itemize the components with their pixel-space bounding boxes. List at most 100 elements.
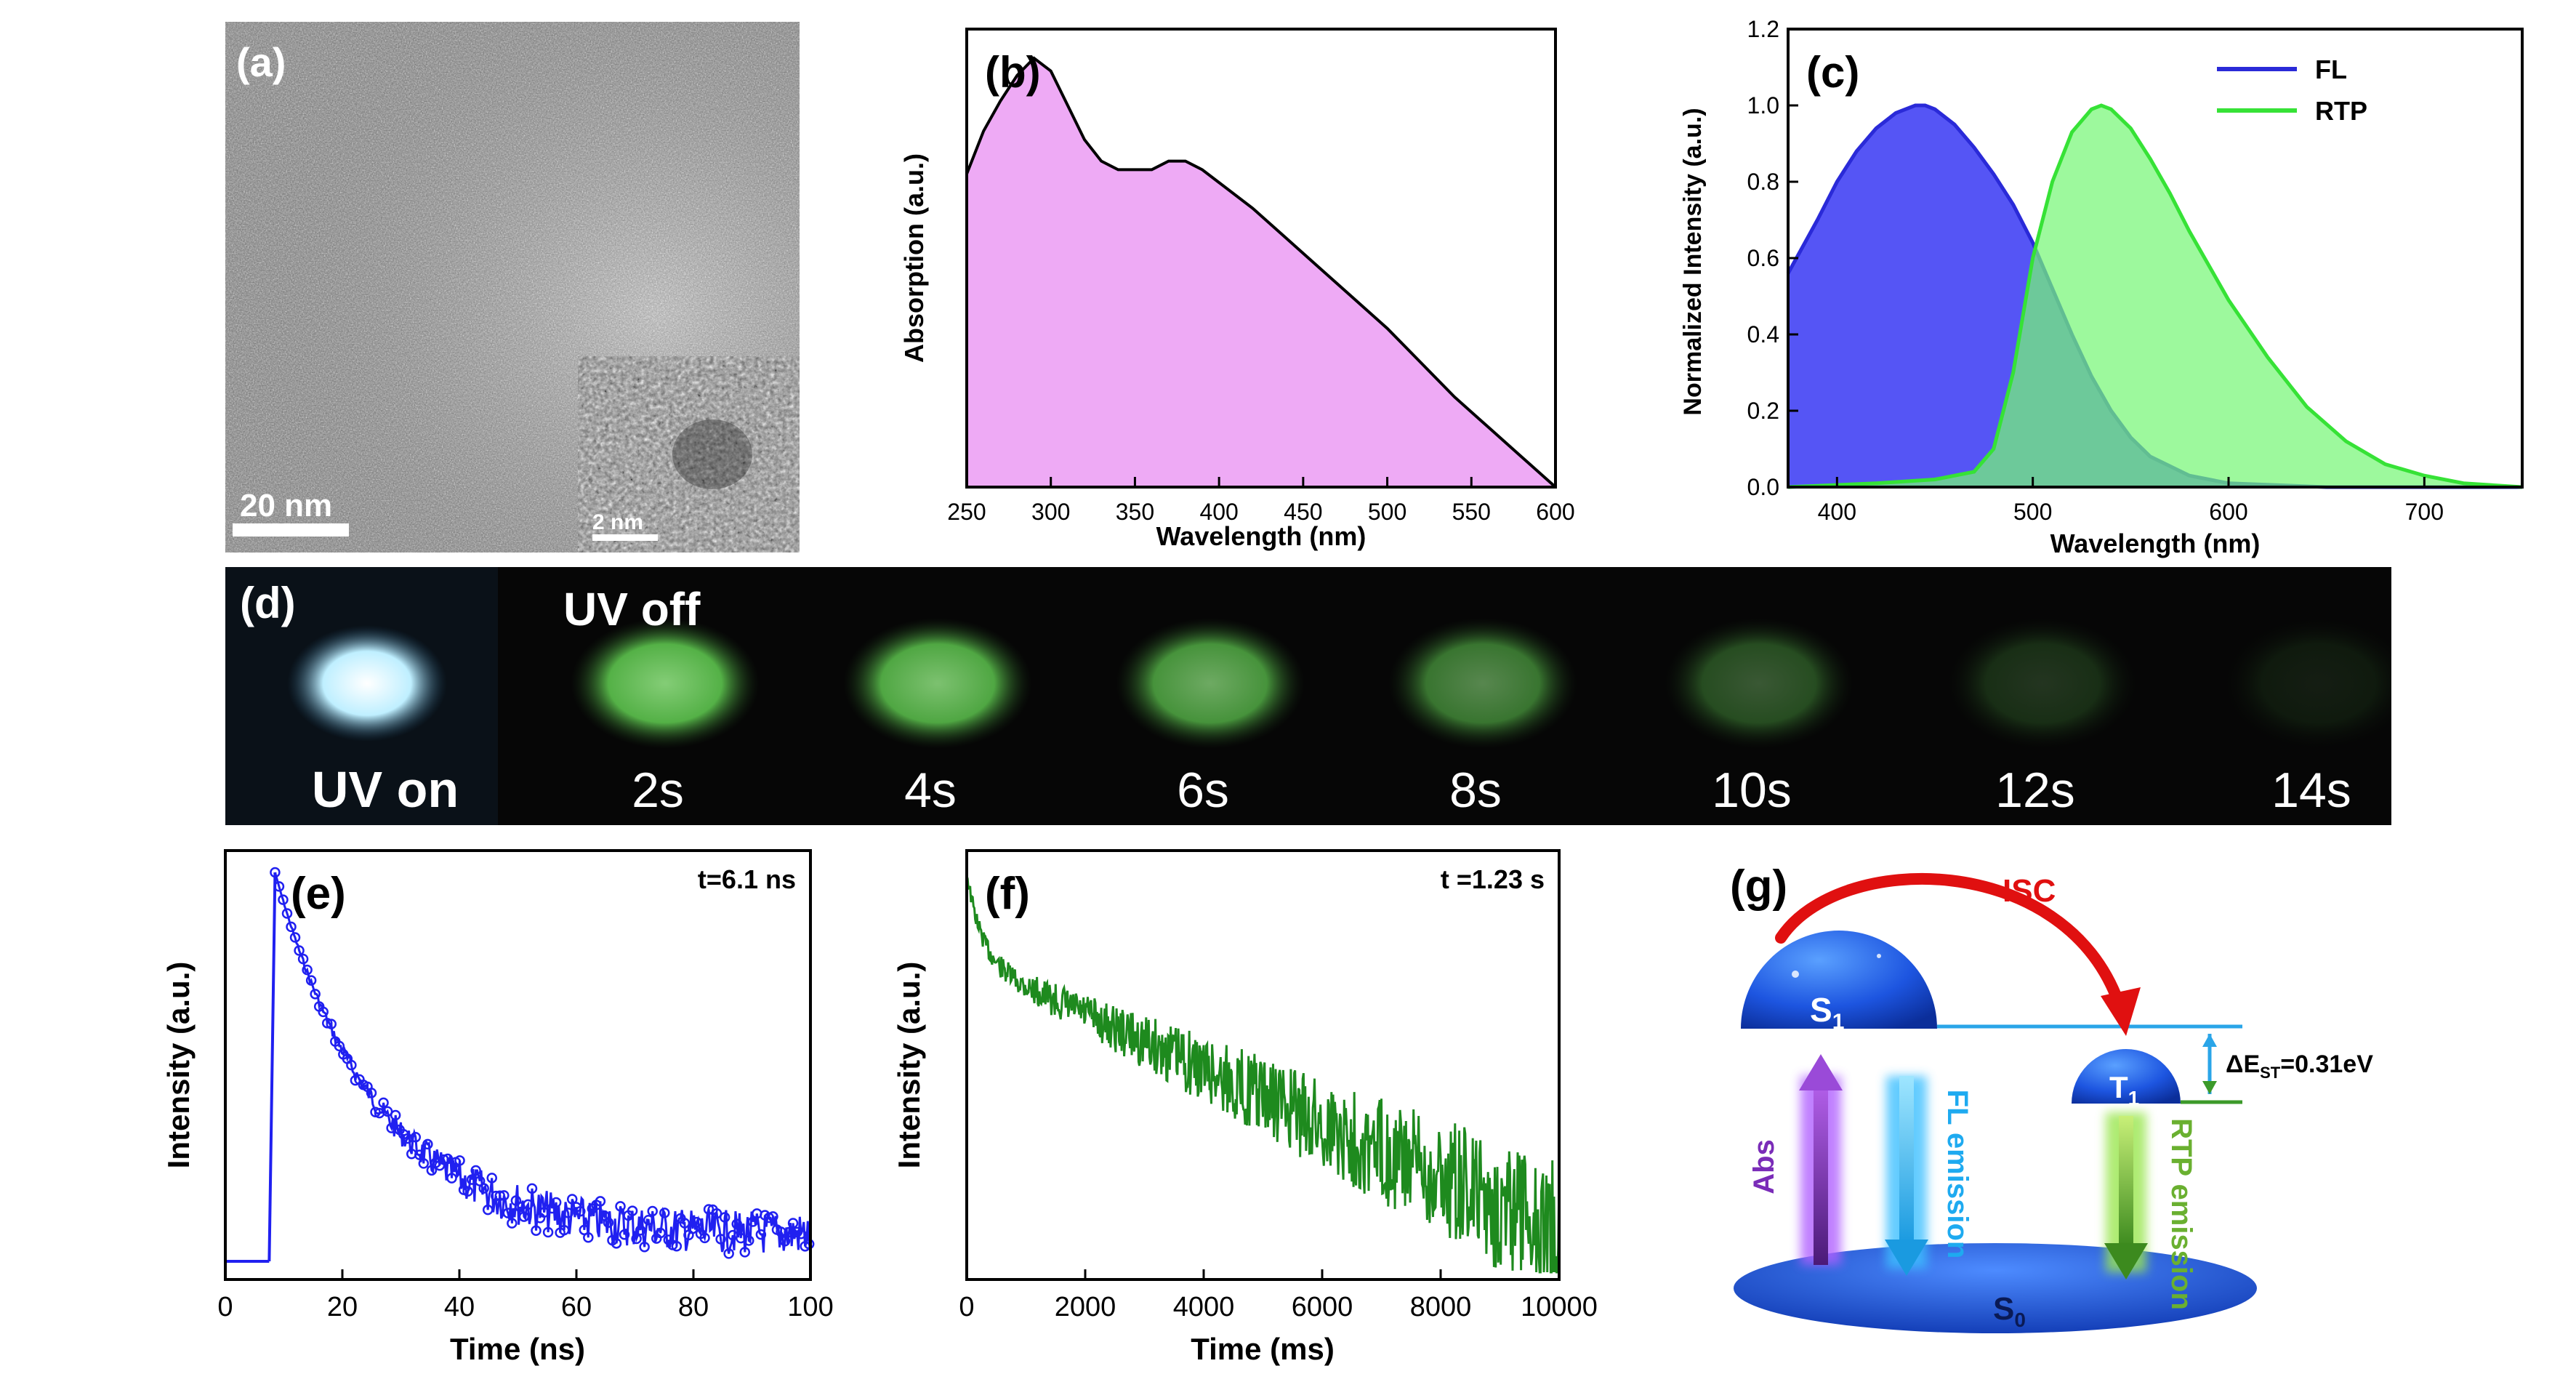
x-tick-label: 0: [217, 1292, 233, 1322]
x-tick-label: 550: [1452, 499, 1491, 525]
y-tick-label: 1.2: [1747, 16, 1779, 42]
y-tick-label: 1.0: [1747, 92, 1779, 118]
x-tick-label: 600: [1536, 499, 1574, 525]
s0-label: S0: [1993, 1291, 2026, 1331]
y-tick-label: 0.2: [1747, 398, 1779, 424]
phosphor-sample: [843, 618, 1032, 749]
phosphor-sample: [287, 625, 447, 742]
x-tick-label: 600: [2209, 499, 2247, 525]
x-tick-label: 40: [444, 1292, 475, 1322]
absorption-area: [967, 58, 1555, 487]
y-tick-label: 0.8: [1747, 169, 1779, 195]
phosphor-sample: [571, 618, 760, 749]
lifetime-annotation: t=6.1 ns: [698, 864, 796, 894]
panel-b: (b) 250 300 350 400 450 500 550 600 Wavelength …: [899, 28, 1575, 551]
energy-gap-label: ΔEST=0.31eV: [2226, 1050, 2373, 1082]
phosphor-sample: [2224, 618, 2391, 749]
panel-e: (e) t=6.1 ns 0 20 40 60 80 100 Time (ns) Inte…: [161, 849, 834, 1366]
panel-label: (a): [236, 39, 286, 85]
series-line-rtp: [1787, 103, 2523, 489]
tem-inset: 2 nm: [578, 356, 800, 553]
panel-label: (g): [1730, 861, 1787, 912]
decay-point: [305, 975, 317, 986]
phosphor-sample: [1116, 618, 1305, 749]
frame-label: 4s: [904, 763, 957, 818]
decay-rise: [267, 872, 277, 1262]
absorption-line: [965, 56, 1557, 489]
x-tick-label: 10000: [1521, 1292, 1598, 1322]
x-axis-label: Time (ms): [1191, 1332, 1335, 1366]
rtp-emission-arrow: [2104, 1112, 2148, 1279]
t1-label: T1: [2109, 1070, 2139, 1109]
x-tick-label: 450: [1284, 499, 1322, 525]
frame-label: 8s: [1449, 763, 1502, 818]
decay-point: [270, 867, 281, 878]
x-tick-label: 20: [327, 1292, 358, 1322]
y-tick-label: 0.6: [1747, 245, 1779, 271]
x-tick-label: 400: [1199, 499, 1238, 525]
phosphor-sample: [1948, 618, 2137, 749]
panel-g: (g) S0 S1 T1 ΔEST=0.31eV ISC Abs FL emis…: [1730, 861, 2373, 1333]
scale-bar-label: 20 nm: [240, 488, 332, 523]
panel-label: (d): [240, 579, 296, 627]
x-tick-label: 4000: [1173, 1292, 1235, 1322]
x-axis-label: Wavelength (nm): [2050, 529, 2261, 558]
x-tick-label: 80: [678, 1292, 709, 1322]
frame-label: UV on: [312, 761, 459, 818]
frame-label: 10s: [1712, 763, 1792, 818]
x-tick-label: 350: [1116, 499, 1154, 525]
legend-fl: FL: [2315, 55, 2347, 84]
lifetime-annotation: t =1.23 s: [1441, 864, 1545, 894]
x-axis-label: Time (ns): [450, 1332, 585, 1366]
panel-label: (e): [291, 869, 346, 919]
y-tick-label: 0.4: [1747, 321, 1779, 347]
abs-label: Abs: [1748, 1139, 1780, 1194]
legend-rtp: RTP: [2315, 96, 2367, 126]
x-tick-label: 700: [2405, 499, 2444, 525]
decay-point: [422, 1138, 433, 1150]
x-axis-label: Wavelength (nm): [1156, 521, 1367, 551]
x-tick-label: 500: [2013, 499, 2052, 525]
y-axis-label: Normalized Intensity (a.u.): [1679, 108, 1707, 415]
panel-a: 2 nm (a) 20 nm: [225, 22, 800, 553]
x-tick-label: 300: [1031, 499, 1070, 525]
x-tick-label: 8000: [1410, 1292, 1472, 1322]
fl-emission-arrow: [1885, 1076, 1928, 1276]
phosphor-sample: [1665, 618, 1853, 749]
decay-point: [273, 881, 285, 892]
legend: FL RTP: [2217, 55, 2367, 126]
decay-line: [273, 872, 812, 1254]
frame-label: 2s: [632, 763, 684, 818]
decay-point: [286, 921, 297, 933]
panel-d: UV on 2s 4s 6s 8s 10s 12s 14s (d) UV off: [225, 567, 2391, 825]
x-tick-label: 100: [787, 1292, 833, 1322]
x-tick-label: 2000: [1055, 1292, 1116, 1322]
panel-label: (b): [985, 48, 1041, 97]
s1-label: S1: [1810, 991, 1844, 1034]
series-area-rtp: [1788, 105, 2522, 487]
x-tick-label: 0: [959, 1292, 974, 1322]
x-tick-label: 400: [1818, 499, 1856, 525]
frame-label: 12s: [1995, 763, 2075, 818]
plot-frame: [224, 849, 812, 1281]
plot-frame: [965, 849, 1561, 1281]
panel-f: (f) t =1.23 s 0 2000 4000 6000 8000 10000 Tim…: [892, 849, 1598, 1366]
frame-label: 6s: [1177, 763, 1229, 818]
y-axis-label: Absorption (a.u.): [899, 153, 929, 363]
y-axis-label: Intensity (a.u.): [892, 962, 926, 1169]
inset-scale-bar: [592, 534, 658, 541]
frame-label: 14s: [2271, 763, 2351, 818]
phosphor-sample: [1388, 618, 1577, 749]
decay-point: [310, 989, 321, 1000]
isc-arrow: [1775, 873, 2125, 1009]
x-tick-label: 6000: [1292, 1292, 1353, 1322]
uv-off-label: UV off: [563, 583, 701, 635]
plot-frame: [965, 28, 1557, 489]
scale-bar: [233, 523, 349, 537]
x-tick-label: 60: [561, 1292, 592, 1322]
x-tick-label: 500: [1368, 499, 1406, 525]
panel-label: (f): [985, 869, 1030, 919]
abs-arrow: [1799, 1054, 1843, 1265]
panel-label: (c): [1806, 48, 1859, 97]
decay-point: [281, 908, 293, 919]
